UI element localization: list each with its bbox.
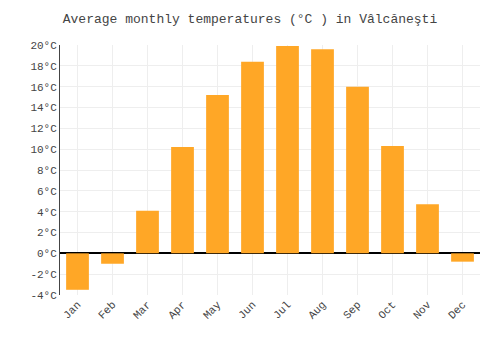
svg-text:Jul: Jul xyxy=(271,299,293,321)
svg-text:Dec: Dec xyxy=(446,299,468,321)
svg-text:Mar: Mar xyxy=(131,299,153,321)
svg-text:Nov: Nov xyxy=(411,299,434,322)
svg-text:2°C: 2°C xyxy=(37,227,57,239)
svg-text:20°C: 20°C xyxy=(30,40,57,52)
svg-text:6°C: 6°C xyxy=(37,186,57,198)
svg-text:16°C: 16°C xyxy=(30,82,57,94)
svg-text:Apr: Apr xyxy=(166,299,188,321)
svg-text:May: May xyxy=(201,299,224,322)
svg-text:Aug: Aug xyxy=(306,299,328,321)
svg-text:4°C: 4°C xyxy=(37,207,57,219)
svg-text:-4°C: -4°C xyxy=(30,290,57,302)
svg-text:Jun: Jun xyxy=(236,299,258,321)
svg-text:Feb: Feb xyxy=(96,299,118,321)
svg-text:12°C: 12°C xyxy=(30,123,57,135)
svg-text:0°C: 0°C xyxy=(37,248,57,260)
svg-text:Oct: Oct xyxy=(376,299,398,321)
svg-text:Average monthly temperatures (: Average monthly temperatures (°C ) in Vâ… xyxy=(63,12,438,27)
svg-text:8°C: 8°C xyxy=(37,165,57,177)
svg-text:14°C: 14°C xyxy=(30,102,57,114)
svg-text:Jan: Jan xyxy=(61,299,83,321)
svg-text:18°C: 18°C xyxy=(30,61,57,73)
svg-text:Sep: Sep xyxy=(341,299,363,321)
svg-text:-2°C: -2°C xyxy=(30,269,57,281)
svg-text:10°C: 10°C xyxy=(30,144,57,156)
